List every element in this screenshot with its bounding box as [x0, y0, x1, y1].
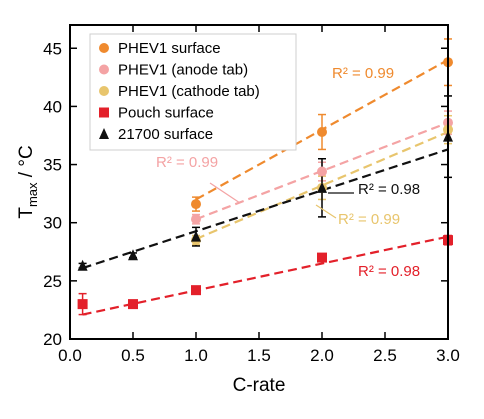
y-tick-label: 35: [43, 156, 62, 175]
fit-line: [195, 130, 449, 240]
r2-label: R² = 0.98: [358, 263, 420, 280]
legend-box: [89, 33, 297, 151]
axis-ticks: 0.0 0.5 1.0 1.5 2.0 2.5 3.0 20 25 30 35 40 45: [43, 25, 460, 365]
legend-entry: PHEV1 surface: [118, 40, 221, 57]
legend-marker: [99, 128, 109, 139]
r2-label: R² = 0.99: [338, 211, 400, 228]
data-point: [128, 299, 138, 310]
legend-entry: PHEV1 (anode tab): [118, 62, 248, 79]
legend-entry: PHEV1 (cathode tab): [118, 83, 260, 100]
legend-entry: 21700 surface: [118, 126, 213, 143]
data-point: [317, 166, 327, 177]
y-tick-label: 40: [43, 97, 62, 116]
r2-label: R² = 0.99: [156, 154, 218, 171]
x-tick-label: 0.0: [58, 346, 82, 365]
legend: PHEV1 surface PHEV1 (anode tab) PHEV1 (cat…: [89, 33, 297, 151]
x-tick-label: 1.5: [247, 346, 271, 365]
y-axis-label-main: T: [16, 207, 37, 219]
data-point: [128, 249, 138, 261]
legend-marker: [99, 43, 109, 53]
r2-label: R² = 0.99: [332, 65, 394, 82]
data-point: [191, 285, 201, 296]
data-point: [317, 252, 327, 263]
y-axis-label-sub: max: [25, 182, 40, 207]
x-tick-label: 3.0: [436, 346, 460, 365]
y-axis-label-unit: / °C: [16, 145, 37, 182]
y-tick-label: 45: [43, 39, 62, 58]
r2-pointer: [209, 182, 241, 204]
y-tick-label: 20: [43, 330, 62, 349]
fit-line: [82, 235, 449, 316]
x-tick-label: 2.5: [373, 346, 397, 365]
data-point: [317, 181, 327, 193]
data-point: [77, 299, 88, 310]
r2-pointer: [315, 204, 337, 219]
legend-marker: [99, 86, 109, 96]
data-point: [191, 199, 201, 210]
data-point: [317, 126, 327, 137]
y-axis-label: Tmax / °C: [16, 145, 40, 218]
x-axis-label: C-rate: [233, 375, 286, 396]
x-tick-label: 0.5: [121, 346, 145, 365]
data-point: [77, 259, 88, 271]
x-tick-label: 1.0: [184, 346, 208, 365]
y-tick-label: 25: [43, 272, 62, 291]
legend-entry: Pouch surface: [118, 105, 214, 122]
x-tick-label: 2.0: [310, 346, 334, 365]
data-point: [191, 214, 201, 225]
legend-marker: [99, 107, 109, 118]
y-tick-label: 30: [43, 214, 62, 233]
r2-label: R² = 0.98: [358, 181, 420, 198]
fit-line: [82, 148, 449, 270]
legend-marker: [99, 64, 109, 75]
r2-annotations: R² = 0.99 R² = 0.99 R² = 0.98 R² = 0.99 R² =…: [156, 65, 420, 280]
data-point: [191, 230, 201, 242]
